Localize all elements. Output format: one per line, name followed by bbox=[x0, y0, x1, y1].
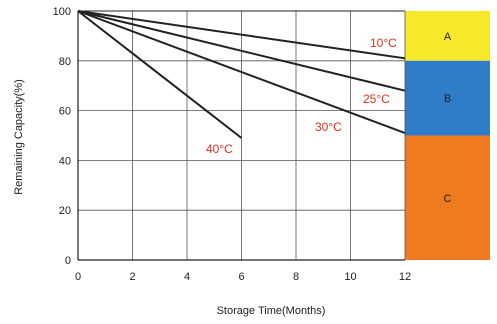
series-label-40: 40°C bbox=[206, 142, 233, 156]
series-line-30 bbox=[77, 10, 406, 134]
chart-series bbox=[77, 10, 406, 139]
capacity-zones: A B C bbox=[405, 11, 490, 260]
series-label-30: 30°C bbox=[315, 120, 342, 134]
x-tick-label-8: 8 bbox=[293, 271, 299, 283]
x-axis-label: Storage Time(Months) bbox=[217, 305, 326, 317]
zone-c-band bbox=[405, 135, 490, 260]
zone-a-band bbox=[405, 11, 490, 61]
y-tick-label-60: 60 bbox=[59, 106, 71, 118]
chart-axes bbox=[77, 10, 405, 261]
series-line-25 bbox=[77, 10, 406, 92]
y-tick-label-0: 0 bbox=[65, 255, 71, 267]
x-tick-label-12: 12 bbox=[399, 271, 411, 283]
x-tick-label-6: 6 bbox=[238, 271, 244, 283]
tick-labels: 0 20 40 60 80 100 0 2 4 6 8 10 12 bbox=[53, 6, 411, 283]
y-tick-label-20: 20 bbox=[59, 205, 71, 217]
y-tick-label-40: 40 bbox=[59, 155, 71, 167]
x-tick-label-0: 0 bbox=[75, 271, 81, 283]
x-tick-label-4: 4 bbox=[184, 271, 190, 283]
series-line-40 bbox=[77, 10, 243, 139]
series-label-10: 10°C bbox=[370, 36, 397, 50]
series-labels: 10°C 25°C 30°C 40°C bbox=[206, 36, 397, 156]
x-tick-label-2: 2 bbox=[129, 271, 135, 283]
zone-b-label: B bbox=[444, 93, 451, 105]
x-tick-label-10: 10 bbox=[344, 271, 356, 283]
y-axis-label: Remaining Capacity(%) bbox=[13, 79, 25, 195]
y-tick-label-100: 100 bbox=[53, 6, 71, 18]
zone-b-band bbox=[405, 60, 490, 136]
zone-a-label: A bbox=[444, 31, 452, 43]
y-tick-label-80: 80 bbox=[59, 56, 71, 68]
zone-c-label: C bbox=[444, 193, 452, 205]
series-label-25: 25°C bbox=[363, 92, 390, 106]
series-line-10 bbox=[77, 10, 406, 60]
